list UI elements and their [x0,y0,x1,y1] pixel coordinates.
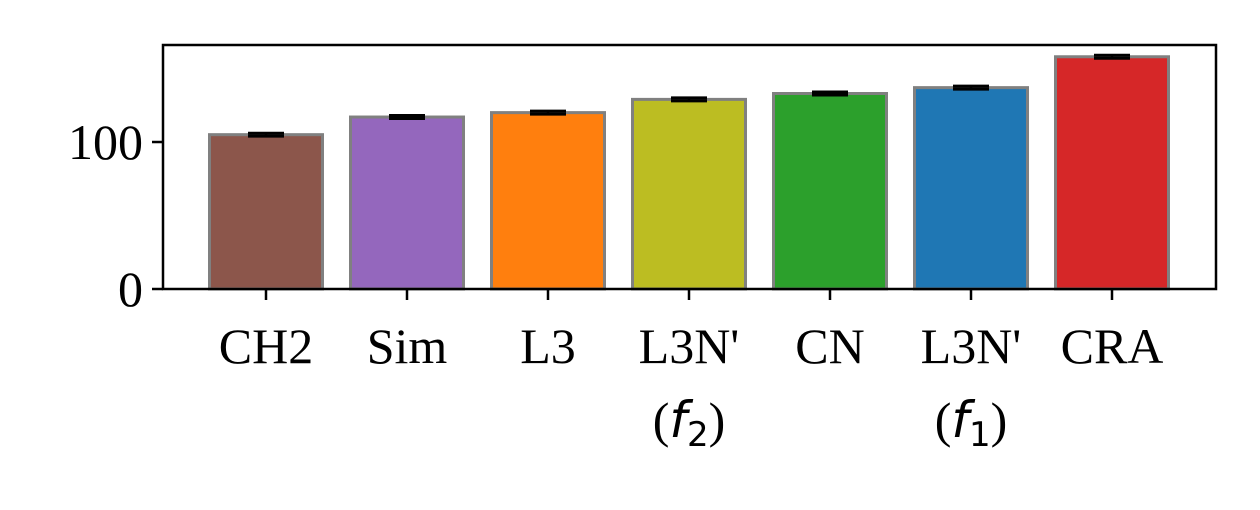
x-tick-label-l3n2: L3N' [639,318,740,374]
y-axis: 0 100 [68,114,163,317]
error-bar-ch2 [248,131,284,138]
bar-l3n2 [631,97,747,291]
x-tick-label-cn: CN [795,318,864,374]
bar-cn [772,92,888,291]
x-tick-sublabel-l3n1: (f1) [935,391,1008,455]
error-bar-cra [1094,53,1130,60]
error-bars-group [248,53,1130,138]
x-tick-sublabel-l3n2: (f2) [653,391,726,455]
x-tick-label-sim: Sim [367,318,448,374]
x-tick-label-cra: CRA [1061,318,1164,374]
error-bar-cn [812,90,848,97]
error-bar-l3 [530,109,566,116]
error-bar-sim [389,114,425,120]
x-tick-label-l3n1: L3N' [921,318,1022,374]
x-tick-label-ch2: CH2 [219,318,313,374]
bar-ch2 [208,133,324,291]
x-tick-label-l3: L3 [520,318,576,374]
bar-sim [349,115,465,291]
bars-group [208,55,1170,291]
y-tick-label-100: 100 [68,114,143,170]
error-bar-l3n1 [953,84,989,91]
bar-cra [1054,55,1170,291]
bar-l3n1 [913,86,1029,291]
error-bar-l3n2 [671,96,707,103]
bar-l3 [490,111,606,291]
x-axis: CH2 Sim L3 L3N' (f2) CN L3N' (f1) CRA [219,289,1164,455]
y-tick-label-0: 0 [118,261,143,317]
